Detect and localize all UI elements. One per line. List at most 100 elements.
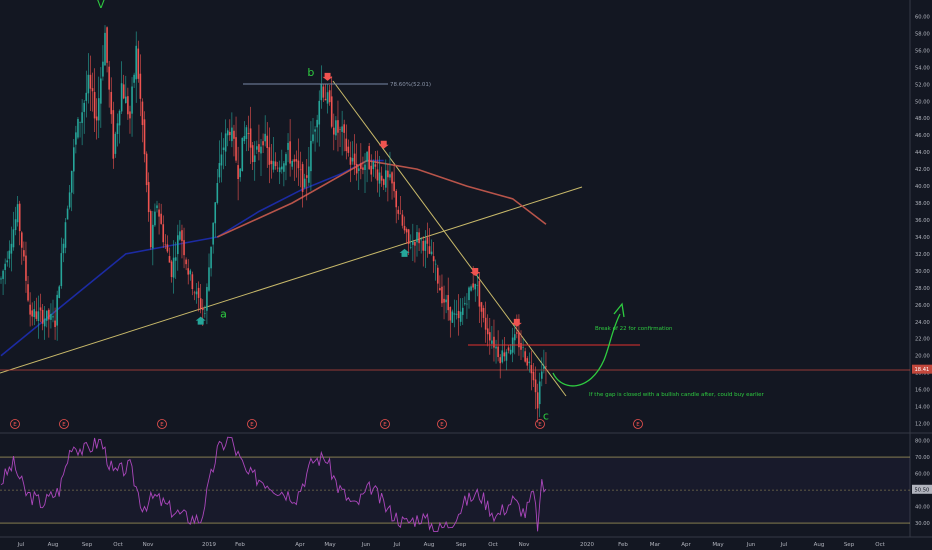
break-annotation: Break of 22 for confirmation [595, 326, 673, 332]
candle-body [25, 255, 27, 281]
candle-body [530, 365, 533, 374]
candle-body [95, 116, 98, 121]
candle-body [131, 86, 133, 114]
candle-body [62, 243, 65, 254]
wave-label-b: b [307, 66, 314, 79]
candle-body [343, 124, 345, 133]
price-tick-label: 20.00 [915, 354, 930, 360]
candle-body [335, 120, 337, 136]
candle-body [320, 84, 323, 101]
wave-label-c: c [543, 409, 549, 422]
time-tick-label: Apr [681, 542, 691, 548]
rsi-pane [0, 436, 910, 532]
candle-body [491, 340, 493, 344]
candle-body [543, 366, 545, 369]
trendlines [0, 80, 910, 397]
candle-body [77, 118, 79, 138]
candle-body [210, 246, 212, 269]
rsi-tick-label: 30.00 [915, 521, 930, 527]
earnings-marker-label: E [250, 422, 254, 428]
price-tick-label: 38.00 [915, 201, 930, 207]
rsi-line [0, 436, 547, 532]
rsi-tick-label: 70.00 [915, 455, 930, 461]
price-tick-label: 36.00 [915, 218, 930, 224]
moving-average-red [216, 159, 547, 238]
candle-body [347, 146, 350, 153]
earnings-marker-label: E [62, 422, 66, 428]
candle-body [482, 307, 485, 318]
candle-body [287, 142, 289, 150]
candle-body [534, 379, 537, 393]
candle-body [243, 135, 246, 142]
candle-body [389, 174, 391, 178]
candle-body [12, 229, 15, 248]
earnings-marker-label: E [383, 422, 387, 428]
candle-body [158, 209, 160, 217]
candle-body [355, 163, 358, 174]
sell-arrow-icon [470, 267, 481, 276]
candle-body [89, 74, 92, 89]
candle-body [476, 285, 479, 286]
earnings-marker-icon [247, 419, 257, 429]
wave-labels: Va b c [97, 0, 549, 422]
support-trendline [0, 186, 583, 374]
time-tick-label: Aug [814, 542, 825, 548]
candle-body [376, 169, 379, 181]
candle-body [507, 347, 510, 351]
candle-body [357, 168, 360, 171]
candle-body [220, 154, 223, 166]
candle-body [160, 213, 162, 224]
candle-body [181, 230, 183, 242]
candle-body [528, 361, 531, 364]
rsi-value-label: 50.50 [915, 487, 930, 493]
price-tick-label: 26.00 [915, 303, 930, 309]
time-tick-label: Nov [143, 542, 154, 548]
candle-body [110, 91, 113, 115]
candle-body [73, 147, 75, 172]
candle-body [441, 286, 443, 304]
candle-body [231, 127, 233, 142]
candle-body [503, 352, 506, 357]
candle-body [310, 140, 312, 172]
candle-body [189, 270, 192, 275]
candle-body [139, 73, 142, 99]
candle-body [464, 303, 466, 305]
candle-body [303, 178, 306, 188]
time-tick-label: Oct [488, 542, 498, 548]
candle-body [484, 317, 487, 330]
earnings-marker-icon [157, 419, 167, 429]
candle-body [79, 122, 81, 123]
candle-body [447, 295, 449, 311]
signal-arrows [195, 72, 522, 327]
price-tick-label: 42.00 [915, 167, 930, 173]
candle-body [172, 257, 175, 278]
buy-arrow-icon [399, 248, 410, 257]
candle-body [414, 241, 416, 246]
resistance-trendline [332, 80, 567, 397]
price-tick-label: 60.00 [915, 14, 930, 20]
candle-body [478, 281, 481, 307]
candle-body [137, 48, 140, 79]
candle-body [416, 232, 418, 243]
grid-lines [0, 0, 932, 538]
candle-body [152, 224, 154, 249]
candle-body [522, 347, 524, 348]
price-tick-label: 46.00 [915, 133, 930, 139]
candle-body [422, 240, 425, 251]
time-tick-label: Apr [295, 542, 305, 548]
candle-body [135, 45, 137, 80]
candle-body [278, 167, 281, 173]
candle-body [224, 133, 227, 152]
candle-body [337, 120, 339, 133]
time-tick-label: Sep [82, 542, 93, 548]
candle-body [505, 351, 508, 361]
projected-move-curve [552, 313, 621, 387]
candle-body [428, 246, 431, 254]
candle-body [412, 241, 414, 245]
candle-body [499, 357, 501, 364]
candle-body [127, 96, 129, 115]
fib-label: 78.60%(52.01) [390, 82, 431, 88]
candle-body [370, 165, 373, 175]
candle-body [222, 147, 225, 150]
